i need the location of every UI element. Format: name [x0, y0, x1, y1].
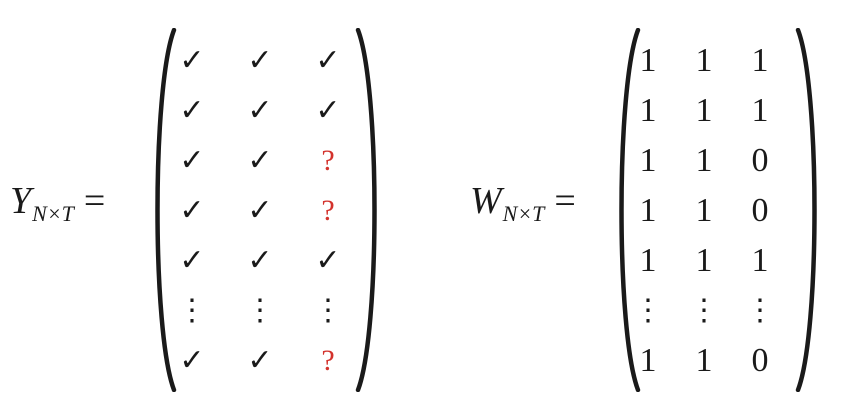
w-cell-value: 1 [639, 142, 657, 179]
w-cell-value: 1 [639, 192, 657, 229]
w-subscript: N×T [502, 201, 545, 226]
y-matrix-label: YN×T = [10, 182, 105, 225]
w-cell-value: 0 [751, 142, 769, 179]
w-cell-value: 1 [695, 342, 713, 379]
y-cell-unknown: ? [321, 344, 335, 377]
w-right-paren [795, 28, 817, 392]
y-cell-check: ✓ [247, 43, 273, 78]
y-cell-check: ✓ [247, 193, 273, 228]
w-matrix-label: WN×T = [470, 182, 576, 225]
y-cell-check: ✓ [247, 143, 273, 178]
y-subscript: N×T [32, 201, 74, 226]
y-right-paren [355, 28, 377, 392]
w-cell-value: 1 [695, 192, 713, 229]
w-cell-value: 0 [751, 192, 769, 229]
y-symbol: Y [10, 180, 32, 222]
w-cell-value: 1 [639, 342, 657, 379]
y-left-paren [155, 28, 177, 392]
w-cell-value: 1 [639, 92, 657, 129]
w-cell-vdots: ⋮ [745, 293, 775, 328]
y-cell-check: ✓ [179, 343, 205, 378]
y-cell-check: ✓ [179, 43, 205, 78]
y-cell-check: ✓ [247, 343, 273, 378]
y-cell-check: ✓ [179, 243, 205, 278]
w-cell-value: 1 [751, 42, 769, 79]
w-cell-value: 1 [751, 242, 769, 279]
w-cell-value: 1 [695, 142, 713, 179]
y-cell-check: ✓ [179, 193, 205, 228]
y-cell-unknown: ? [321, 194, 335, 227]
y-cell-check: ✓ [179, 93, 205, 128]
y-cell-unknown: ? [321, 144, 335, 177]
w-cell-value: 1 [751, 92, 769, 129]
w-equals: = [554, 180, 576, 222]
y-cell-check: ✓ [247, 243, 273, 278]
y-cell-vdots: ⋮ [245, 293, 275, 328]
w-symbol: W [470, 180, 502, 222]
w-cell-value: 1 [695, 42, 713, 79]
w-cell-value: 1 [639, 42, 657, 79]
y-cell-vdots: ⋮ [313, 293, 343, 328]
w-cell-value: 0 [751, 342, 769, 379]
w-cell-value: 1 [695, 242, 713, 279]
w-cell-value: 1 [695, 92, 713, 129]
w-cell-value: 1 [639, 242, 657, 279]
y-cell-check: ✓ [179, 143, 205, 178]
y-matrix: ✓ ✓ ✓ ✓ ✓ ✓ ✓ ✓? ✓ ✓? ✓ ✓ ✓ ⋮ ⋮ ⋮ ✓ ✓? [158, 36, 362, 386]
y-cell-vdots: ⋮ [177, 293, 207, 328]
w-cell-vdots: ⋮ [689, 293, 719, 328]
w-cell-vdots: ⋮ [633, 293, 663, 328]
y-cell-check: ✓ [315, 43, 341, 78]
y-equals: = [83, 180, 106, 222]
w-matrix: 1 1 1 1 1 1 1 1 0 1 1 0 1 1 1 ⋮ ⋮ ⋮ 1 1 0 [620, 36, 788, 386]
y-cell-check: ✓ [315, 93, 341, 128]
y-cell-check: ✓ [315, 243, 341, 278]
w-left-paren [619, 28, 641, 392]
y-cell-check: ✓ [247, 93, 273, 128]
